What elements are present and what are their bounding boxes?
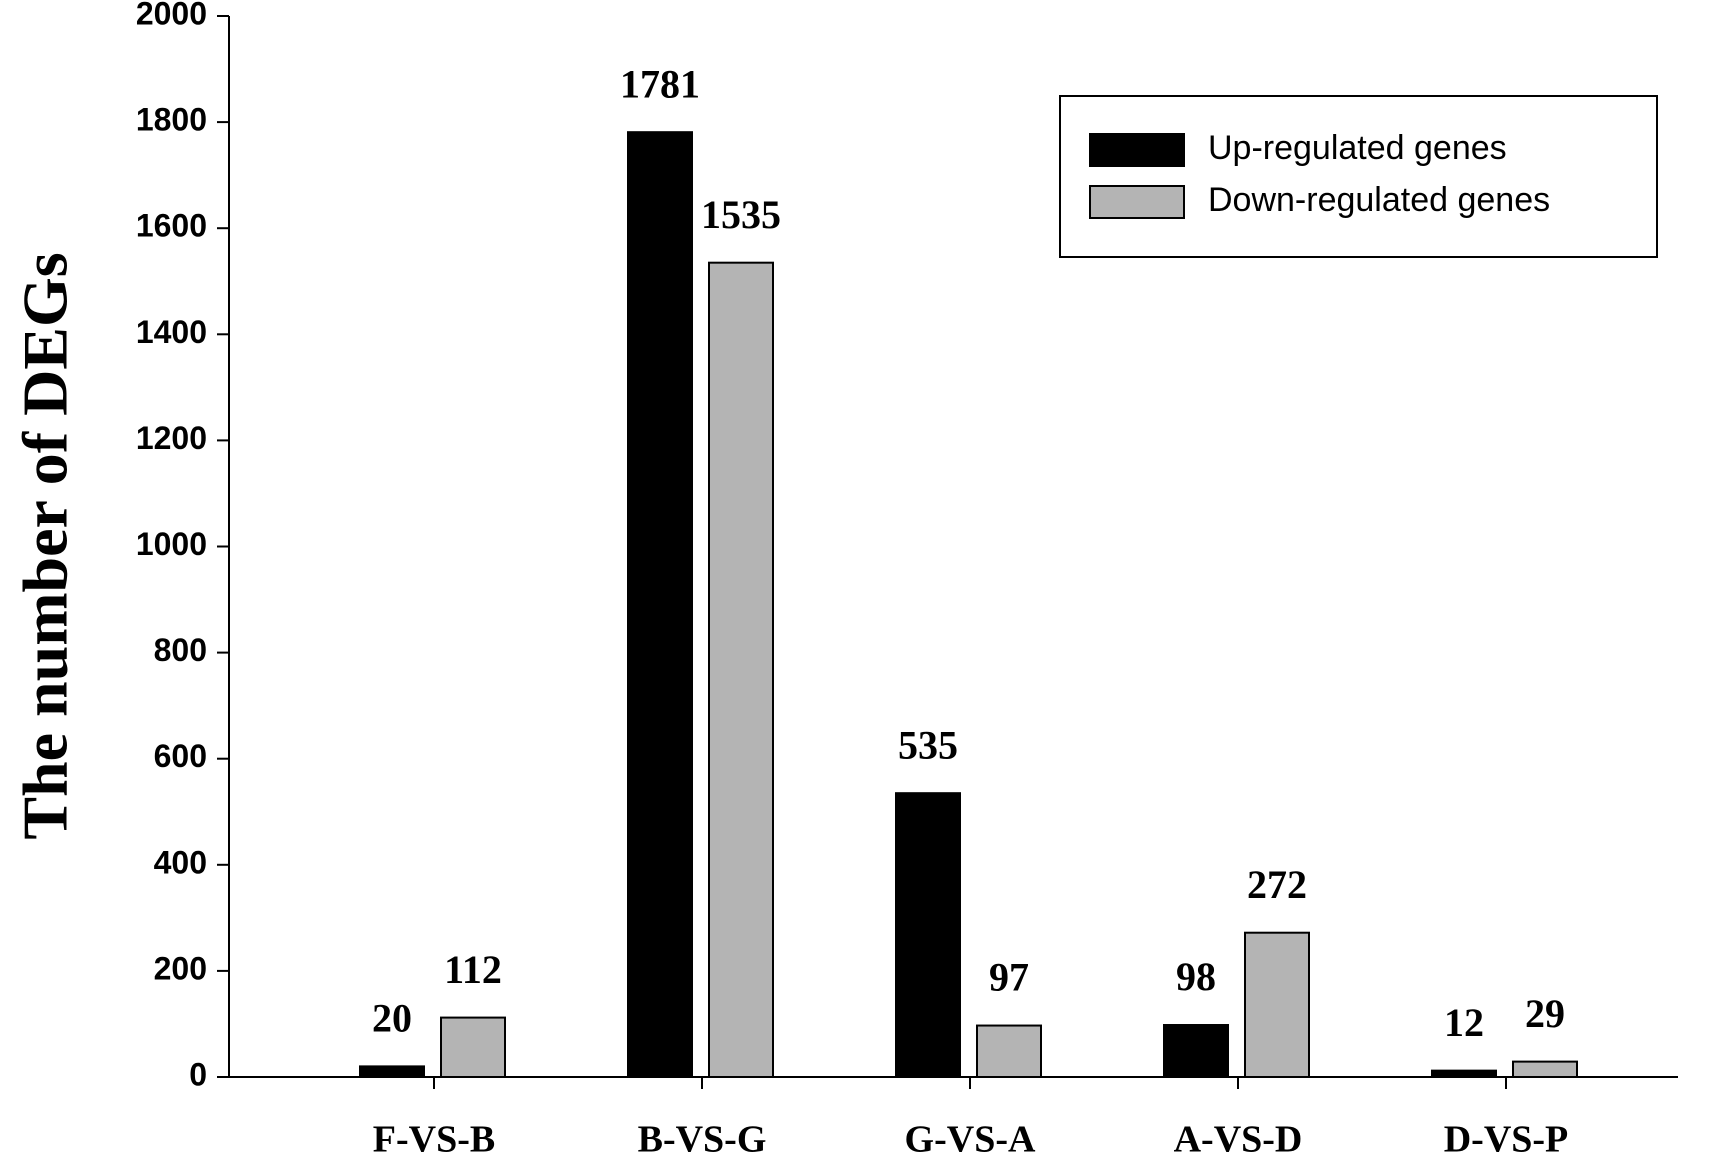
bar [895,792,961,1078]
value-label: 272 [1247,862,1307,907]
value-label: 20 [372,996,412,1041]
x-tick-label: F-VS-B [373,1119,495,1161]
legend-swatch [1089,185,1185,219]
value-label: 98 [1176,954,1216,999]
y-tick-label: 1600 [136,208,207,244]
value-label: 535 [898,722,958,767]
y-axis-title: The number of DEGs [10,252,81,839]
legend-box [1059,95,1658,258]
value-label: 1535 [701,192,781,237]
y-tick-label: 1200 [136,420,207,456]
x-tick-label: D-VS-P [1444,1119,1569,1161]
y-tick-label: 0 [189,1056,207,1092]
legend-label: Down-regulated genes [1208,181,1550,219]
value-label: 112 [444,947,502,992]
bar [359,1065,425,1079]
x-tick-label: B-VS-G [638,1119,767,1161]
y-tick-label: 600 [154,738,207,774]
y-tick-label: 1000 [136,526,207,562]
bar [1512,1060,1578,1078]
value-label: 1781 [620,61,700,106]
bar [708,261,774,1078]
y-tick-label: 400 [154,844,207,880]
y-tick-label: 200 [154,950,207,986]
legend-swatch [1089,133,1185,167]
value-label: 12 [1444,1000,1484,1045]
x-tick-label: G-VS-A [905,1119,1036,1161]
y-tick-label: 1800 [136,102,207,138]
y-tick-label: 2000 [136,0,207,31]
bar [1244,931,1310,1078]
y-tick-label: 1400 [136,314,207,350]
bar [627,131,693,1078]
bar [1431,1069,1497,1079]
bar [1163,1024,1229,1078]
x-tick-label: A-VS-D [1174,1119,1303,1161]
bar [976,1024,1042,1079]
bar [440,1016,506,1078]
legend-label: Up-regulated genes [1208,129,1507,167]
value-label: 29 [1525,991,1565,1036]
y-tick-label: 800 [154,632,207,668]
value-label: 97 [989,955,1029,1000]
